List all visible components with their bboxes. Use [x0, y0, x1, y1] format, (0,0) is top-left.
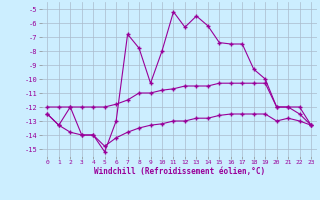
X-axis label: Windchill (Refroidissement éolien,°C): Windchill (Refroidissement éolien,°C) — [94, 167, 265, 176]
